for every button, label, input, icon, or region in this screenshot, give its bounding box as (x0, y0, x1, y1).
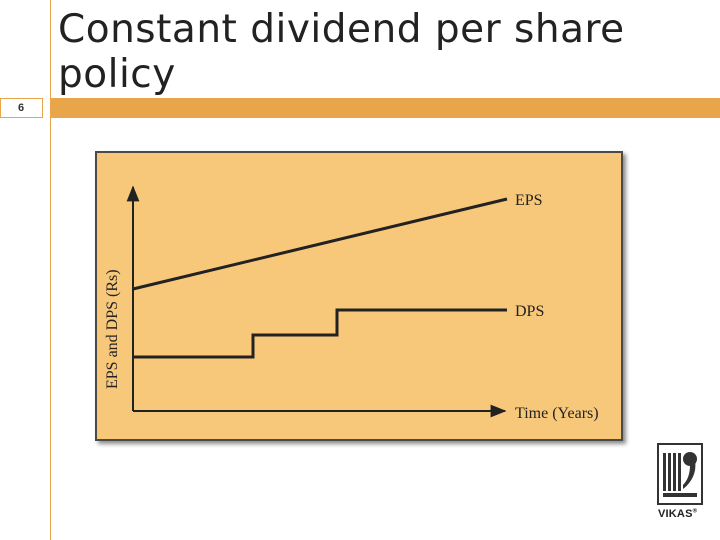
y-axis-label: EPS and DPS (Rs) (104, 269, 121, 389)
eps-line (132, 197, 508, 291)
dps-step-line (133, 308, 507, 359)
eps-label: EPS (515, 192, 543, 209)
vikas-wordmark: VIKAS (658, 508, 693, 520)
dividend-policy-diagram: EPS DPS Time (Years) EPS and DPS (Rs) (104, 185, 599, 422)
slide-title: Constant dividend per share policy (58, 7, 625, 97)
slide-number-box: 6 (0, 98, 43, 118)
vikas-logo: VIKAS® (657, 443, 706, 523)
slide-number: 6 (18, 102, 25, 114)
left-margin-rule (50, 0, 51, 540)
x-axis-label: Time (Years) (515, 405, 599, 422)
vikas-logo-text: VIKAS® (658, 508, 697, 520)
dividend-policy-figure: EPS DPS Time (Years) EPS and DPS (Rs) (95, 151, 623, 441)
title-bar: 6 (0, 98, 720, 118)
dps-label: DPS (515, 303, 544, 320)
title-accent-band (50, 98, 720, 118)
vikas-logo-icon (657, 443, 703, 505)
registered-mark: ® (692, 508, 698, 515)
